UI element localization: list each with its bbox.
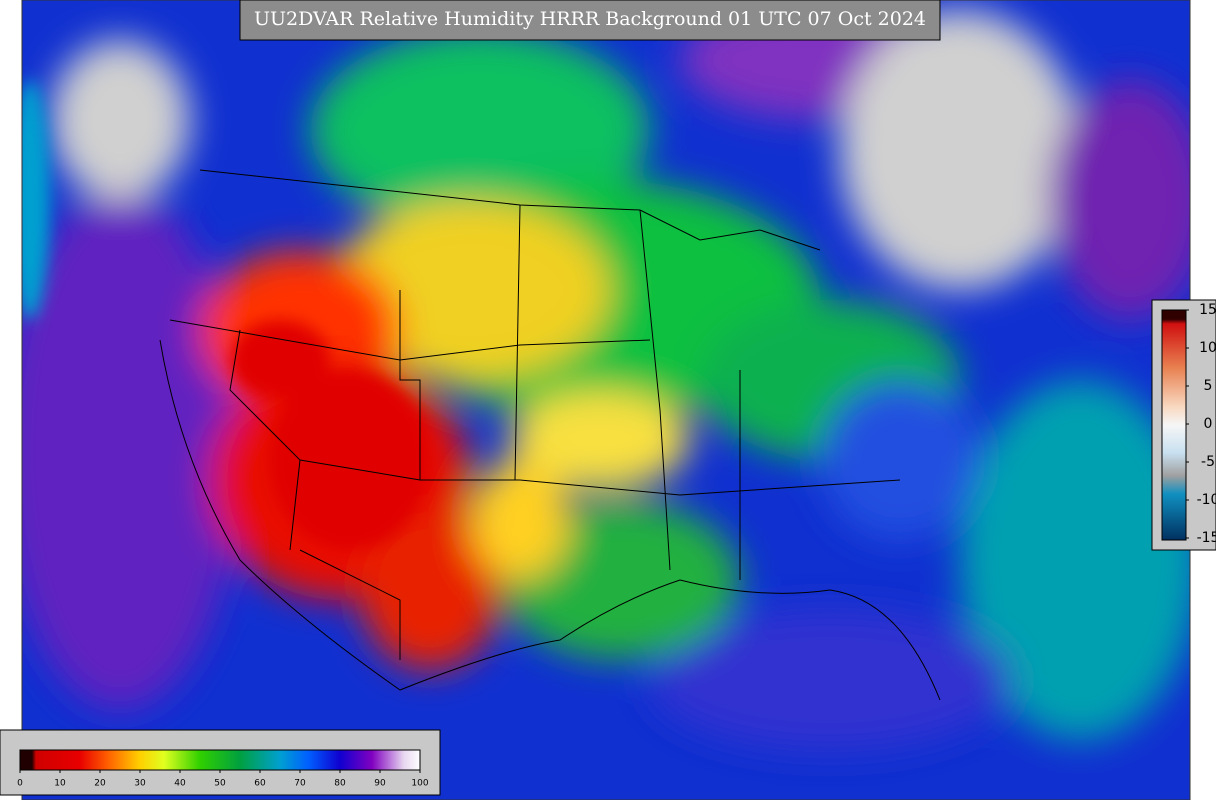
difference-colorbar: 15 10 5 0 -5 -10 -15 — [1151, 299, 1216, 551]
tick-label: 60 — [254, 779, 266, 789]
tick-label: -5 — [1201, 454, 1215, 470]
tick-label: 5 — [1204, 378, 1213, 394]
title-box — [239, 0, 941, 41]
colorbar — [1161, 309, 1187, 541]
tick-label: 0 — [1204, 416, 1213, 432]
tick-label: 100 — [411, 779, 428, 789]
colorbar — [19, 749, 421, 771]
tick-label: 10 — [1199, 340, 1216, 356]
tick-label: -10 — [1197, 492, 1216, 508]
humidity-colorbar: 0 10 20 30 40 50 60 70 80 90 100 — [0, 729, 441, 796]
tick-label: 0 — [17, 779, 23, 789]
tick-label: 15 — [1199, 302, 1216, 318]
tick-label: -15 — [1197, 530, 1216, 546]
tick-label: 90 — [374, 779, 386, 789]
title: UU2DVAR Relative Humidity HRRR Backgroun… — [254, 8, 926, 30]
tick-label: 20 — [94, 779, 106, 789]
state-borders — [159, 169, 941, 701]
tick-label: 70 — [294, 779, 306, 789]
tick-label: 30 — [134, 779, 146, 789]
tick-label: 40 — [174, 779, 186, 789]
tick-label: 10 — [54, 779, 66, 789]
tick-label: 80 — [334, 779, 346, 789]
tick-label: 50 — [214, 779, 226, 789]
